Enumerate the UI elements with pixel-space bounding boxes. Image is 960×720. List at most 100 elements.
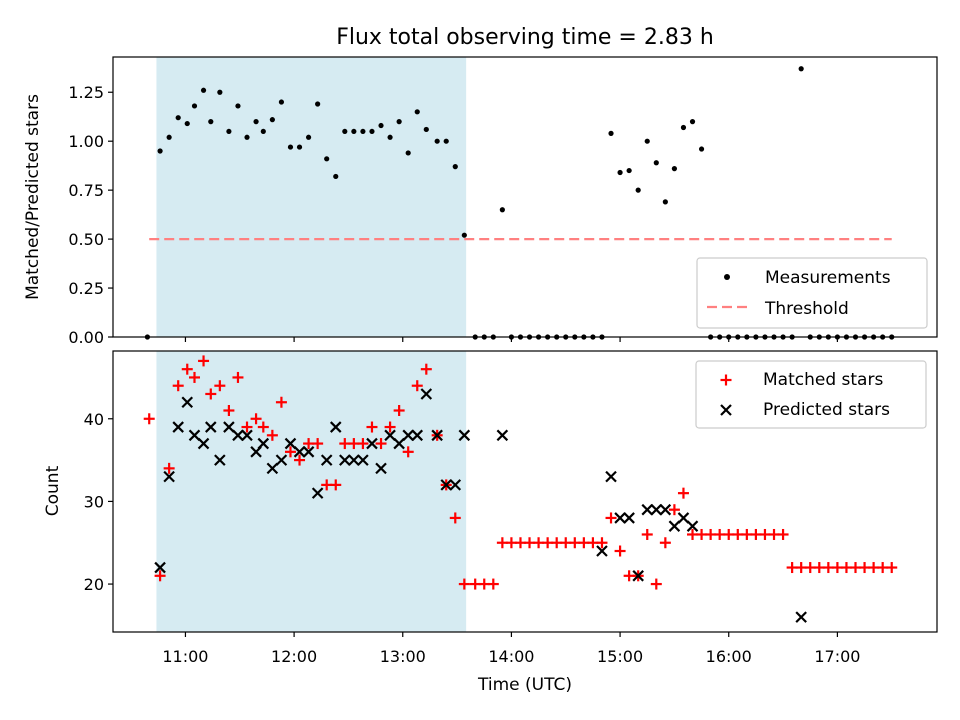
matched-star-point [188,371,200,383]
matched-star-point [420,363,432,375]
matched-star-point [172,380,184,392]
predicted-star-point [641,503,654,516]
matched-star-point [143,413,155,425]
top-axes-frame [112,56,938,338]
x-tick-label: 11:00 [162,647,208,666]
matched-star-point [294,454,306,466]
predicted-star-point [384,429,396,442]
matched-star-point [641,528,653,540]
matched-star-point [659,537,671,549]
matched-star-point [357,438,369,450]
predicted-star-point [411,429,424,442]
measurement-point [626,167,632,174]
measurement-point [452,164,458,170]
predicted-star-point [257,437,270,450]
bottom-legend: Matched stars Predicted stars [695,360,927,429]
measurement-point [175,115,181,121]
measurement-point [184,120,190,127]
predicted-star-point [320,454,333,466]
matched-star-point [205,388,217,400]
matched-star-point [312,438,324,450]
chart-title: Flux total observing time = 2.83 h [336,25,714,50]
top-legend-box [696,257,928,329]
bottom-y-tick-label: 20 [84,575,104,594]
measurement-point [499,207,505,213]
measurement-point [315,101,321,107]
predicted-star-point [677,512,690,524]
matched-star-point [458,578,470,590]
predicted-star-point [205,421,217,433]
bottom-shaded-span [156,351,467,632]
measurement-point [351,128,357,135]
predicted-star-point [623,512,635,524]
predicted-star-point [197,437,210,450]
matched-star-point [181,363,193,375]
measurement-point [333,173,339,180]
top-y-tick-label: 0.00 [68,328,104,347]
x-tick-label: 14:00 [488,647,534,666]
measurement-point [200,87,207,93]
predicted-star-point [339,454,351,466]
legend-predicted-label: Predicted stars [763,400,890,420]
measurement-point [378,122,384,129]
measurement-point [244,134,250,140]
predicted-star-point [795,611,807,623]
matched-star-point [777,528,789,540]
top-y-axis: 0.00 0.25 0.50 0.75 1.00 1.25 [68,83,113,347]
legend-matched-label: Matched stars [763,370,883,390]
measurement-point [253,119,259,125]
predicted-star-point [348,454,360,466]
matched-star-point [214,380,226,392]
predicted-star-point [275,454,288,466]
matched-star-point [330,479,342,491]
matched-star-point [375,438,387,450]
matched-star-point [886,562,898,574]
bottom-y-axis-label: Count [43,465,63,516]
legend-measurements-marker [724,274,730,280]
x-tick-label: 15:00 [597,647,643,666]
measurement-point [396,119,402,125]
measurement-point [662,199,668,205]
matched-star-point [720,374,732,386]
measurement-point [423,126,429,133]
top-y-tick-label: 0.50 [68,230,104,249]
matched-star-point [232,371,244,383]
bottom-axes-frame [112,350,938,633]
top-x-ticks [184,337,838,342]
measurement-point [324,156,330,162]
predicted-star-point [458,429,471,442]
legend-threshold-label: Threshold [764,299,849,319]
predicted-star-point [329,421,342,433]
measurement-point [689,119,696,125]
x-tick-label: 13:00 [380,647,426,666]
predicted-star-point [375,462,387,475]
predicted-star-point [223,421,235,433]
measurement-point [360,128,366,135]
top-y-axis-label: Matched/Predicted stars [23,94,43,300]
predicted-star-point [449,479,462,491]
predicted-star-point [266,462,279,475]
predicted-star-point [496,429,509,442]
measurement-point [671,166,678,172]
measurement-point [414,109,420,115]
matched-star-point [487,578,499,590]
predicted-star-point [402,429,414,442]
predicted-star-point [311,487,324,499]
measurement-point [369,128,375,135]
top-y-tick-label: 0.25 [68,279,104,298]
bottom-y-tick-label: 30 [84,492,104,511]
matched-star-point [198,355,210,367]
matched-star-point [650,578,662,590]
predicted-star-point [284,437,297,450]
matched-star-point [668,504,680,516]
predicted-star-point [302,446,315,458]
matched-star-point [163,462,175,474]
predicted-star-point [357,454,369,466]
matched-star-point [154,570,166,582]
measurement-point [296,144,303,150]
matched-star-point [250,413,262,425]
predicted-star-point [632,570,644,582]
x-tick-label: 12:00 [271,647,317,666]
measurement-point [698,146,705,152]
